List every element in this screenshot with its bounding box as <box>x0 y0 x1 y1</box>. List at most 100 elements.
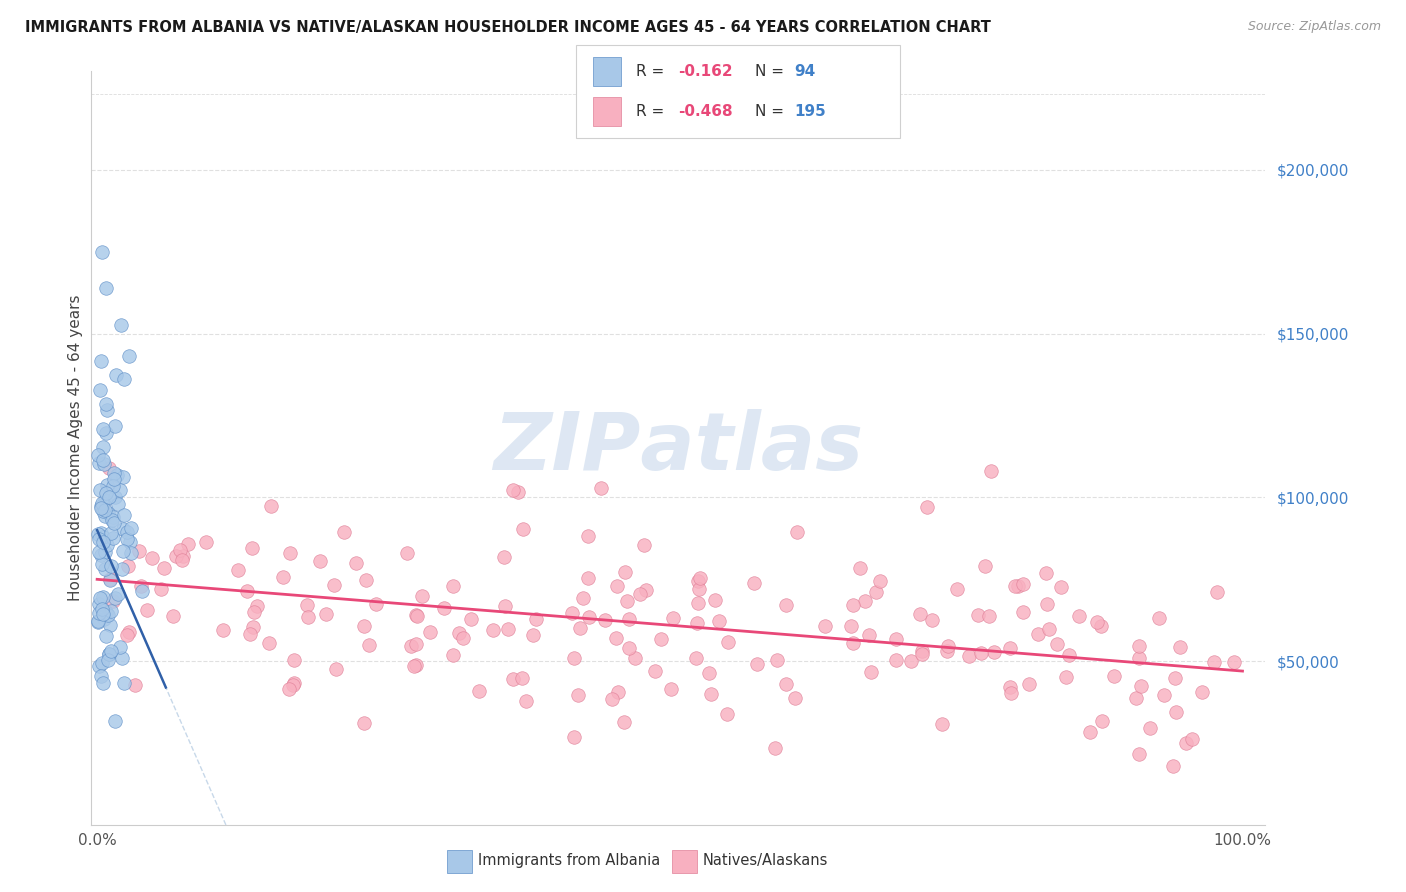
Text: 195: 195 <box>794 104 827 119</box>
Point <box>100 644 122 658</box>
Point <box>957 649 980 664</box>
Point <box>91 534 114 549</box>
Point <box>572 591 595 606</box>
Point <box>94 486 117 500</box>
Point <box>884 632 907 647</box>
Point <box>911 644 934 658</box>
Point <box>211 623 233 637</box>
Point <box>90 499 112 513</box>
Point <box>100 512 122 526</box>
Point <box>685 650 707 665</box>
Point <box>980 464 1002 478</box>
Point <box>87 545 110 559</box>
Point <box>405 607 427 622</box>
Point <box>508 484 530 499</box>
Point <box>628 586 651 600</box>
Point <box>94 503 117 517</box>
Point <box>309 554 332 568</box>
Point <box>110 483 132 497</box>
Point <box>1035 597 1057 611</box>
Point <box>1153 689 1175 703</box>
Point <box>1050 580 1073 594</box>
Point <box>853 594 876 608</box>
Point <box>100 526 122 541</box>
Point <box>613 714 636 729</box>
Point <box>297 610 319 624</box>
Point <box>176 536 198 550</box>
Point <box>86 615 108 629</box>
Point <box>104 491 127 505</box>
Point <box>93 612 115 626</box>
Point <box>763 741 786 756</box>
Point <box>979 608 1001 623</box>
Point <box>91 602 114 616</box>
Point <box>112 372 135 386</box>
Point <box>97 461 120 475</box>
Point <box>619 641 641 656</box>
Point <box>633 538 655 552</box>
Point <box>865 585 887 599</box>
Point <box>405 657 427 672</box>
Point <box>112 676 135 690</box>
Point <box>562 651 585 665</box>
Text: N =: N = <box>755 64 789 78</box>
Point <box>974 558 997 573</box>
Point <box>91 530 114 544</box>
Point <box>1164 671 1187 685</box>
Point <box>98 618 121 632</box>
Point <box>91 440 114 454</box>
Point <box>688 596 710 610</box>
Point <box>406 609 429 624</box>
Y-axis label: Householder Income Ages 45 - 64 years: Householder Income Ages 45 - 64 years <box>67 295 83 601</box>
Point <box>1007 578 1029 592</box>
Point <box>1028 627 1050 641</box>
Point <box>165 549 187 564</box>
Point <box>103 472 125 486</box>
Point <box>1204 655 1226 669</box>
Point <box>1128 650 1150 665</box>
Point <box>236 583 259 598</box>
Point <box>908 607 931 621</box>
Point <box>94 509 117 524</box>
Point <box>150 582 173 596</box>
Point <box>613 565 636 579</box>
Point <box>87 527 110 541</box>
Point <box>257 636 280 650</box>
Point <box>1168 640 1191 655</box>
Point <box>911 647 934 661</box>
Point <box>105 467 128 482</box>
Point <box>136 603 159 617</box>
Point <box>295 599 318 613</box>
Point <box>103 516 125 531</box>
Point <box>97 647 120 661</box>
Point <box>688 582 710 596</box>
Point <box>110 651 132 665</box>
Text: R =: R = <box>636 64 669 78</box>
Point <box>858 628 880 642</box>
Point <box>814 619 837 633</box>
Point <box>600 692 623 706</box>
Point <box>451 632 474 646</box>
Point <box>118 350 141 364</box>
Point <box>970 646 993 660</box>
Point <box>91 422 114 436</box>
Point <box>686 615 709 630</box>
Point <box>1000 686 1022 700</box>
Point <box>98 647 121 661</box>
Point <box>502 672 524 686</box>
Point <box>118 535 141 549</box>
Point <box>93 457 115 471</box>
Point <box>91 496 114 510</box>
Point <box>101 594 124 608</box>
Point <box>578 610 600 624</box>
Point <box>1139 721 1161 735</box>
Point <box>273 569 295 583</box>
Point <box>283 653 305 667</box>
Point <box>515 694 537 708</box>
Point <box>98 490 121 504</box>
Point <box>277 681 299 696</box>
Point <box>1128 747 1150 761</box>
Point <box>1000 680 1022 694</box>
Point <box>842 598 865 612</box>
Point <box>1069 608 1091 623</box>
